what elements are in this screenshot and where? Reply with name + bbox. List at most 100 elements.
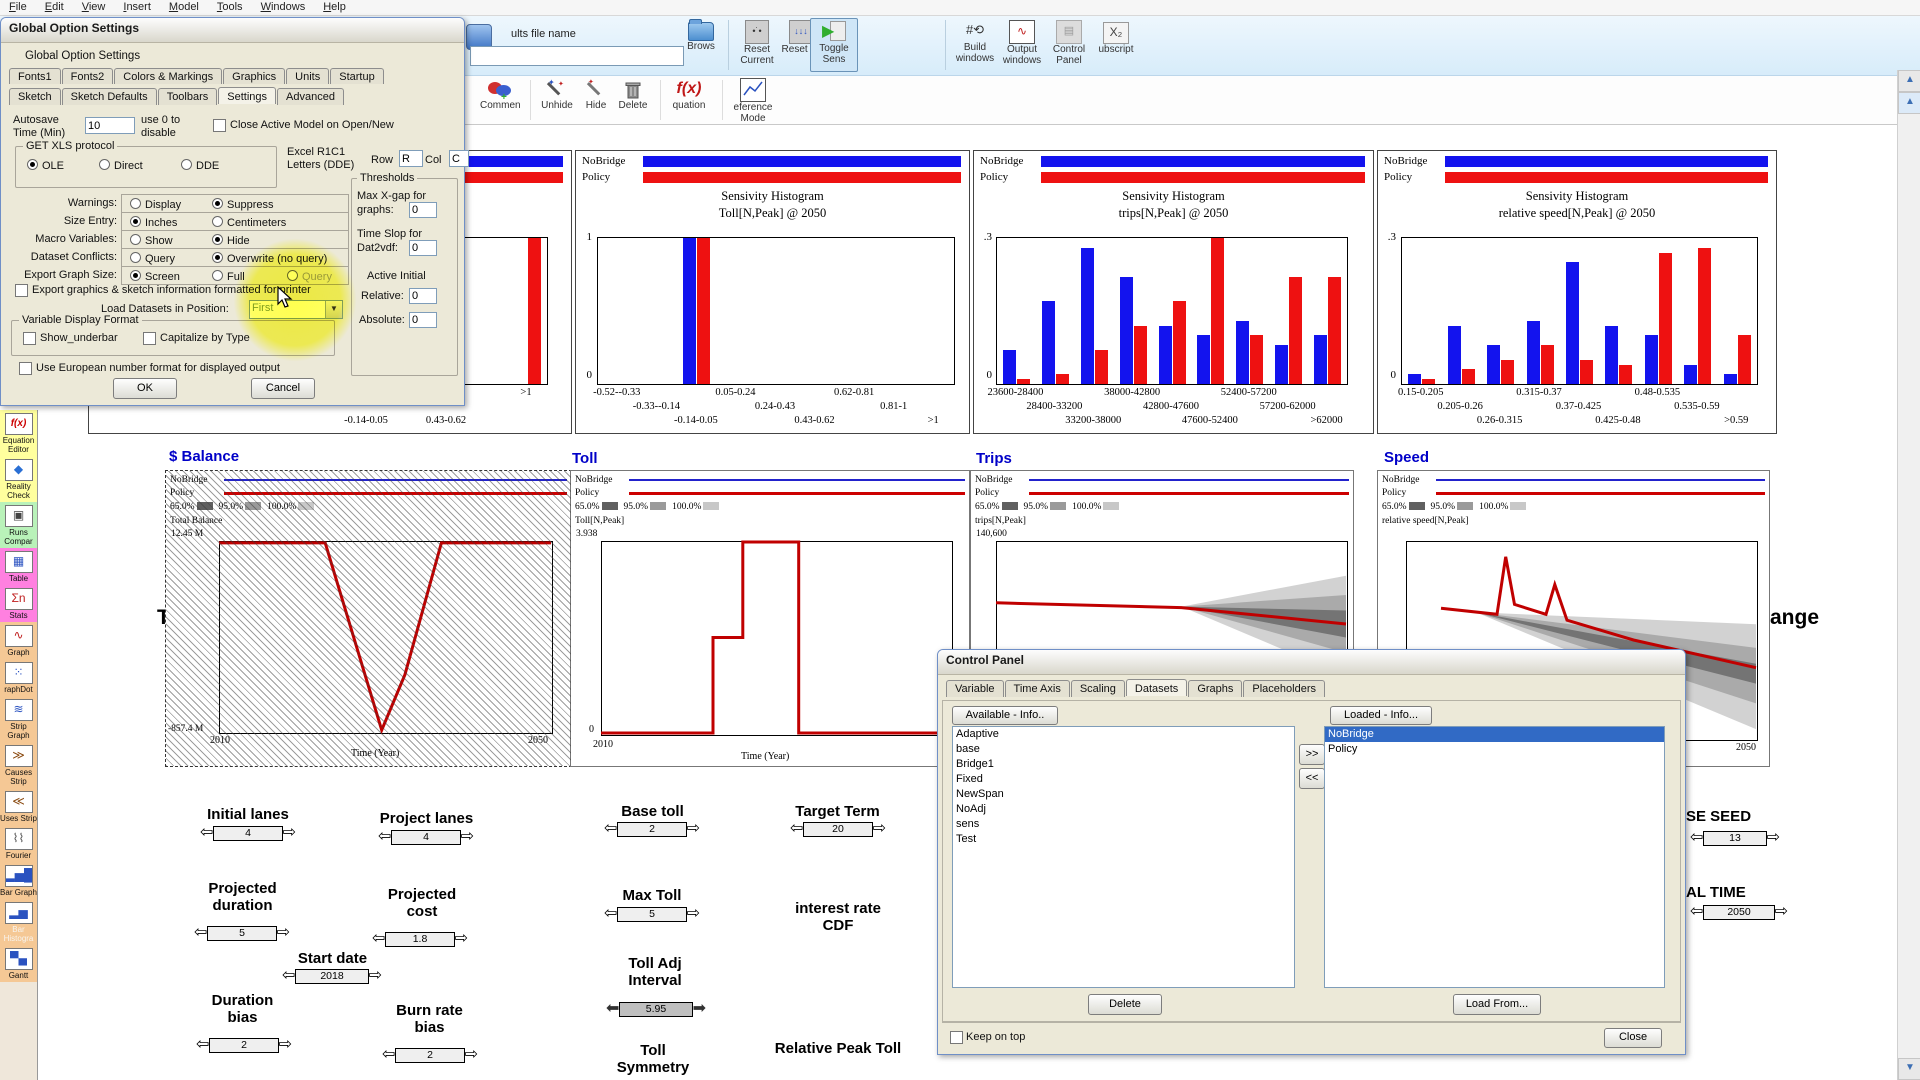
- hide-button[interactable]: ✦ Hide: [585, 79, 607, 111]
- radio-show[interactable]: Show: [130, 234, 173, 247]
- available-dataset-row[interactable]: sens: [956, 818, 980, 830]
- menu-view[interactable]: View: [81, 1, 106, 13]
- sensitivity-histogram-panel-toll[interactable]: NoBridge Policy Sensivity Histogram Toll…: [575, 150, 970, 434]
- available-dataset-row[interactable]: base: [956, 743, 980, 755]
- equation-button[interactable]: f(x) quation: [672, 80, 706, 111]
- sidebar-tool-bar-histogra[interactable]: ▂▅ Bar Histogra: [0, 899, 37, 945]
- tab-startup[interactable]: Startup: [330, 68, 384, 84]
- menu-model[interactable]: Model: [168, 1, 199, 13]
- reset-current-button[interactable]: •˙• Reset Current: [735, 20, 779, 66]
- control-panel-dialog[interactable]: Control Panel Variable Time Axis Scaling…: [937, 649, 1686, 1055]
- menu-edit[interactable]: Edit: [44, 1, 64, 13]
- vertical-scrollbar[interactable]: ▲ ▲ ▼: [1897, 70, 1920, 1080]
- unhide-button[interactable]: ✦ ✦ Unhide: [541, 78, 573, 111]
- delete-button[interactable]: Delete: [614, 80, 652, 111]
- radio-suppress[interactable]: Suppress: [212, 198, 273, 211]
- control-panel-button[interactable]: ▤ Control Panel: [1046, 20, 1092, 66]
- sidebar-tool-runs-compar[interactable]: ▣ Runs Compar: [0, 502, 37, 548]
- tab-scaling[interactable]: Scaling: [1070, 680, 1125, 697]
- sidebar-tool-stats[interactable]: Σn Stats: [0, 585, 37, 622]
- burn-rate-bias-slider[interactable]: ⇦ 2 ⇨: [382, 1046, 478, 1063]
- sensitivity-histogram-panel-trips[interactable]: NoBridge Policy Sensivity Histogram trip…: [973, 150, 1374, 434]
- toll-adj-interval-slider[interactable]: ⬅ 5.95 ➡: [606, 1000, 706, 1017]
- delete-button[interactable]: Delete: [1088, 994, 1162, 1015]
- tab-toolbars[interactable]: Toolbars: [157, 88, 218, 105]
- global-option-settings-dialog[interactable]: Global Option Settings Global Option Set…: [0, 17, 469, 406]
- unload-dataset-button[interactable]: <<: [1299, 768, 1325, 789]
- tab-datasets[interactable]: Datasets: [1125, 679, 1188, 696]
- start-date-slider[interactable]: ⇦ 2018 ⇨: [282, 967, 382, 984]
- available-dataset-row[interactable]: NoAdj: [956, 803, 986, 815]
- max-xgap-input[interactable]: [409, 202, 437, 218]
- available-dataset-row[interactable]: Test: [956, 833, 977, 845]
- capitalize-by-type-checkbox[interactable]: [143, 332, 156, 345]
- reference-mode-button[interactable]: eference Mode: [730, 78, 776, 124]
- available-dataset-row[interactable]: Bridge1: [956, 758, 994, 770]
- tab-graphs[interactable]: Graphs: [1188, 680, 1243, 697]
- radio-query[interactable]: Query: [130, 252, 175, 265]
- sidebar-tool-bar-graph[interactable]: ▂▅█ Bar Graph: [0, 862, 37, 899]
- tab-advanced[interactable]: Advanced: [277, 88, 344, 105]
- menu-insert[interactable]: Insert: [123, 1, 151, 13]
- projected-cost-slider[interactable]: ⇦ 1.8 ⇨: [372, 930, 468, 947]
- tab-sketch-defaults[interactable]: Sketch Defaults: [61, 88, 157, 105]
- close-active-model-checkbox[interactable]: [213, 119, 226, 132]
- global-options-title-bar[interactable]: Global Option Settings: [1, 18, 464, 43]
- menu-tools[interactable]: Tools: [216, 1, 243, 13]
- ok-button[interactable]: OK: [113, 378, 177, 399]
- results-file-input[interactable]: [470, 46, 684, 66]
- max-toll-slider[interactable]: ⇦ 5 ⇨: [604, 905, 700, 922]
- base-toll-slider[interactable]: ⇦ 2 ⇨: [604, 820, 700, 837]
- available-info-button[interactable]: Available - Info..: [952, 706, 1058, 725]
- menu-help[interactable]: Help: [323, 1, 346, 13]
- xls-direct-radio[interactable]: Direct: [99, 159, 143, 172]
- sidebar-tool-table[interactable]: ▦ Table: [0, 548, 37, 585]
- xls-dde-radio[interactable]: DDE: [181, 159, 219, 172]
- loaded-dataset-row[interactable]: NoBridge: [1325, 727, 1664, 742]
- keep-on-top-checkbox[interactable]: [950, 1031, 963, 1044]
- sidebar-tool-gantt[interactable]: ▀▄ Gantt: [0, 945, 37, 982]
- tab-placeholders[interactable]: Placeholders: [1243, 680, 1325, 697]
- loaded-datasets-list[interactable]: NoBridge Policy: [1324, 726, 1665, 988]
- row-input[interactable]: [399, 150, 423, 167]
- sidebar-tool-graph[interactable]: ∿ Graph: [0, 622, 37, 659]
- tab-time-axis[interactable]: Time Axis: [1004, 680, 1070, 697]
- cancel-button[interactable]: Cancel: [251, 378, 315, 399]
- available-dataset-row[interactable]: Adaptive: [956, 728, 999, 740]
- browse-button[interactable]: Brows: [683, 19, 719, 52]
- available-datasets-list[interactable]: Adaptive base Bridge1 Fixed NewSpan NoAdj sens…: [952, 726, 1295, 988]
- radio-inches[interactable]: Inches: [130, 216, 177, 229]
- loaded-dataset-row[interactable]: Policy: [1328, 743, 1358, 755]
- scroll-down-button[interactable]: ▼: [1898, 1058, 1920, 1080]
- time-slop-input[interactable]: [409, 240, 437, 256]
- sidebar-tool-strip-graph[interactable]: ≋ Strip Graph: [0, 696, 37, 742]
- radio-centimeters[interactable]: Centimeters: [212, 216, 286, 229]
- sidebar-tool-uses-strip[interactable]: ≪ Uses Strip: [0, 788, 37, 825]
- absolute-input[interactable]: [409, 312, 437, 328]
- available-dataset-row[interactable]: Fixed: [956, 773, 983, 785]
- balance-strip-graph[interactable]: NoBridge Policy 65.0% 95.0% 100.0% Total B…: [165, 470, 572, 767]
- tab-fonts2[interactable]: Fonts2: [61, 68, 114, 84]
- tab-colors-markings[interactable]: Colors & Markings: [114, 68, 223, 84]
- toll-strip-graph[interactable]: NoBridge Policy 65.0% 95.0% 100.0% Toll[N,…: [570, 470, 970, 767]
- toggle-sens-button[interactable]: ▶ Toggle Sens: [810, 18, 858, 72]
- col-input[interactable]: [449, 150, 469, 167]
- tab-fonts1[interactable]: Fonts1: [9, 68, 61, 84]
- tab-settings[interactable]: Settings: [218, 87, 277, 104]
- sidebar-tool-fourier[interactable]: ⌇⌇ Fourier: [0, 825, 37, 862]
- autosave-input[interactable]: [85, 117, 135, 134]
- subscript-button[interactable]: X₂ ubscript: [1093, 22, 1139, 55]
- target-term-slider[interactable]: ⇦ 20 ⇨: [790, 820, 886, 837]
- relative-input[interactable]: [409, 288, 437, 304]
- load-dataset-button[interactable]: >>: [1299, 744, 1325, 765]
- available-dataset-row[interactable]: NewSpan: [956, 788, 1004, 800]
- build-windows-button[interactable]: #⟲ Build windows: [955, 22, 995, 64]
- duration-bias-slider[interactable]: ⇦ 2 ⇨: [196, 1036, 292, 1053]
- scroll-up-button[interactable]: ▲: [1898, 70, 1920, 92]
- load-from-button[interactable]: Load From...: [1453, 994, 1541, 1015]
- initial-lanes-slider[interactable]: ⇦ 4 ⇨: [200, 824, 296, 841]
- noise-seed-slider[interactable]: ⇦ 13 ⇨: [1690, 829, 1780, 846]
- scroll-up2-button[interactable]: ▲: [1898, 92, 1920, 114]
- loaded-info-button[interactable]: Loaded - Info...: [1330, 706, 1432, 725]
- radio-display[interactable]: Display: [130, 198, 181, 211]
